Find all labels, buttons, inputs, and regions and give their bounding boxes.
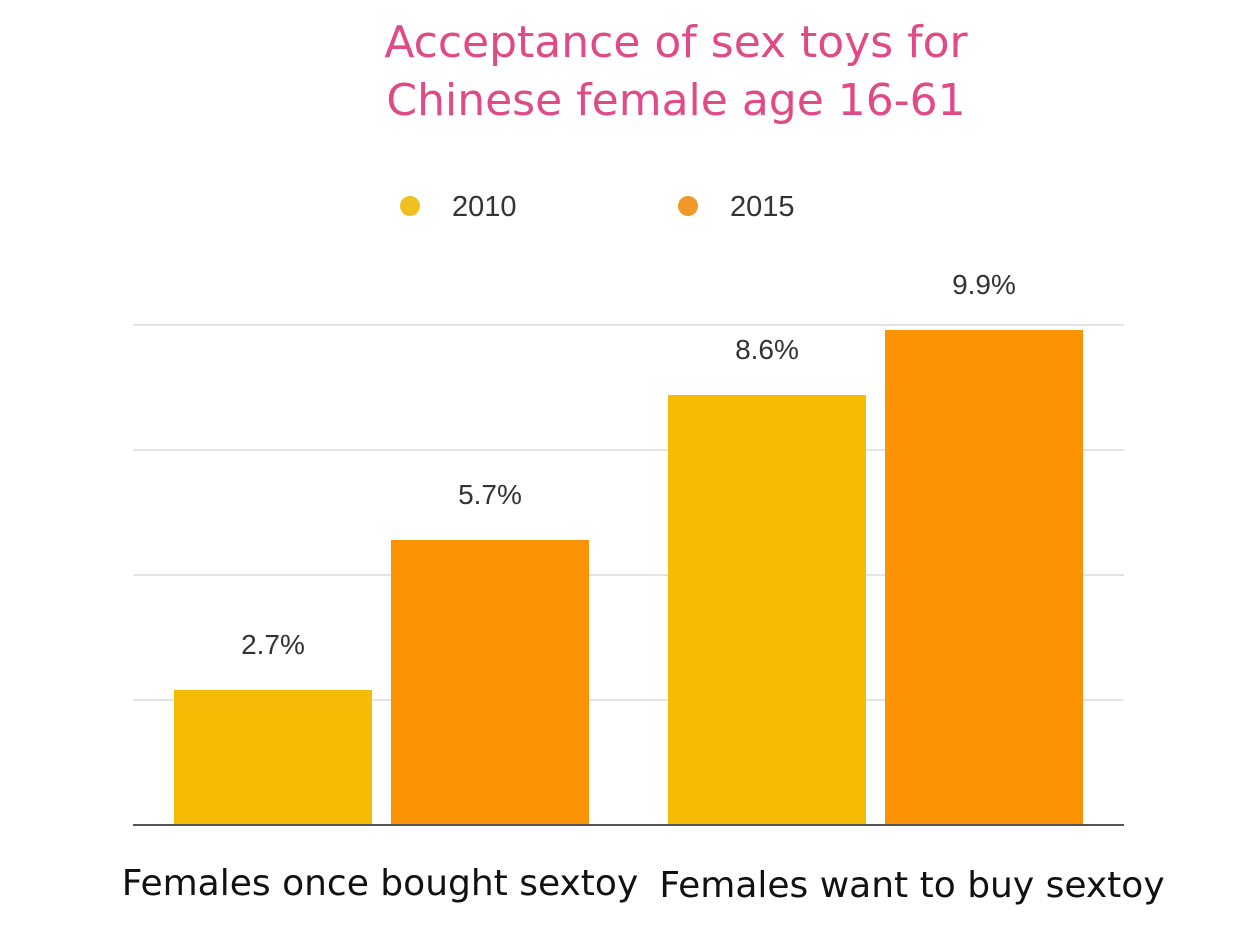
data-label-2010-cat-1: 2.7% [241, 629, 305, 660]
data-labels: 2.7% 5.7% 8.6% 9.9% [241, 269, 1016, 660]
bar-2015-cat-2 [885, 330, 1083, 825]
legend-label-2015: 2015 [730, 191, 795, 223]
legend-label-2010: 2010 [452, 191, 517, 223]
bar-2010-cat-1 [174, 690, 372, 825]
category-label-want-to-buy: Females want to buy sextoy [659, 865, 1164, 906]
chart-title-line-2: Chinese female age 16-61 [386, 75, 965, 126]
data-label-2015-cat-2: 9.9% [952, 269, 1016, 300]
legend-marker-2015 [678, 196, 698, 216]
bar-2010-cat-2 [668, 395, 866, 825]
legend: 2010 2015 [400, 191, 795, 223]
data-label-2015-cat-1: 5.7% [458, 479, 522, 510]
data-label-2010-cat-2: 8.6% [735, 334, 799, 365]
bars [174, 330, 1083, 825]
category-label-once-bought: Females once bought sextoy [122, 863, 639, 904]
legend-marker-2010 [400, 196, 420, 216]
bar-2015-cat-1 [391, 540, 589, 825]
chart-title-line-1: Acceptance of sex toys for [384, 17, 968, 68]
